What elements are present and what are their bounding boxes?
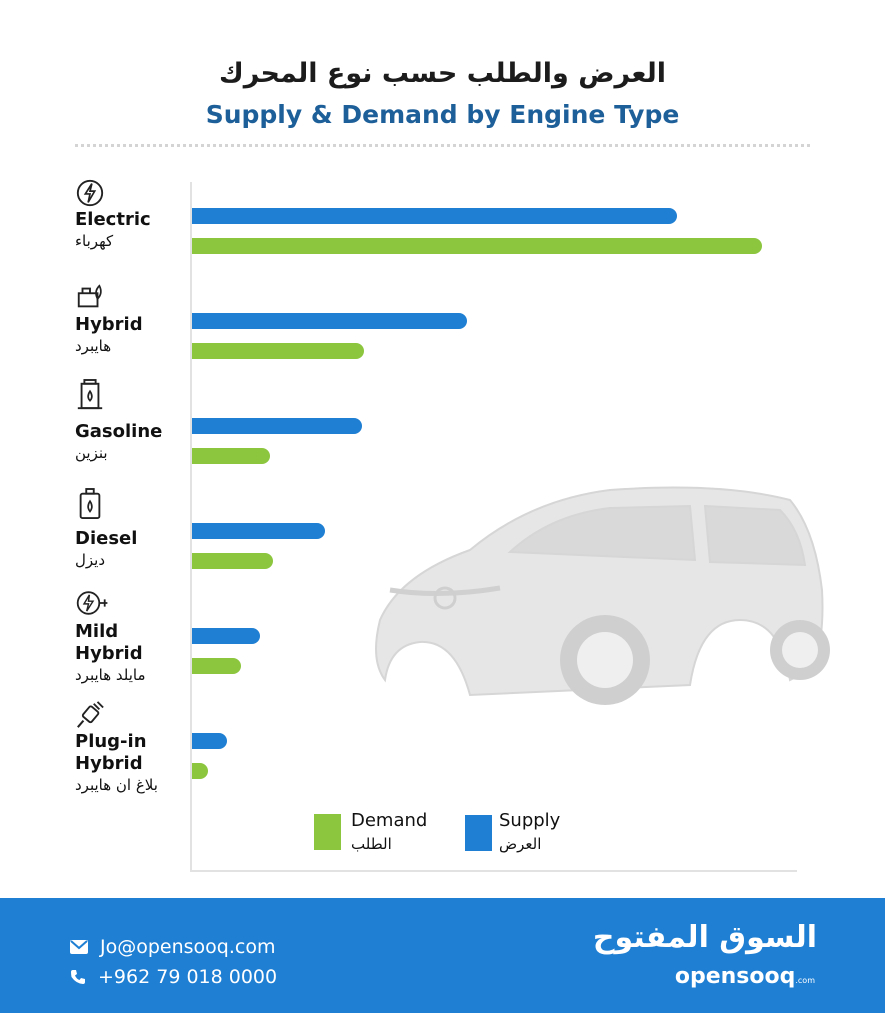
title-divider xyxy=(75,144,810,147)
category-label-ar: هايبرد xyxy=(75,337,112,355)
legend-supply-label-ar: العرض xyxy=(499,835,542,853)
category-label: Electric كهرباء xyxy=(75,209,151,251)
category-label-en: Mild Hybrid xyxy=(75,621,143,664)
supply-bar-plug-in-hybrid xyxy=(192,733,227,749)
demand-bar-gasoline xyxy=(192,448,270,464)
plug-icon xyxy=(75,700,105,732)
supply-bar-electric xyxy=(192,208,677,224)
demand-bar-electric xyxy=(192,238,762,254)
footer-email-text: Jo@opensooq.com xyxy=(100,936,276,958)
legend-demand-label: Demand xyxy=(351,810,428,831)
demand-bar-plug-in-hybrid xyxy=(192,763,208,779)
chart-title-english: Supply & Demand by Engine Type xyxy=(205,100,680,129)
chart-title-arabic: العرض والطلب حسب نوع المحرك xyxy=(219,58,666,89)
brand-suffix: .com xyxy=(795,976,815,985)
supply-bar-mild-hybrid xyxy=(192,628,260,644)
category-label: Mild Hybrid مايلد هايبرد xyxy=(75,621,146,685)
brand-logo-english: opensooq.com xyxy=(675,964,815,989)
category-label-ar: كهرباء xyxy=(75,232,114,250)
category-label-ar: بنزين xyxy=(75,444,108,462)
supply-bar-gasoline xyxy=(192,418,362,434)
phone-icon xyxy=(71,970,85,984)
footer-phone-text: +962 79 018 0000 xyxy=(98,966,278,988)
legend-supply-label: Supply xyxy=(499,810,561,831)
category-label-ar: بلاغ ان هايبرد xyxy=(75,776,158,794)
demand-bar-hybrid xyxy=(192,343,364,359)
brand-logo-arabic: السوق المفتوح xyxy=(592,920,817,955)
email-icon xyxy=(70,940,88,954)
footer-bar: Jo@opensooq.com +962 79 018 0000 السوق ا… xyxy=(0,898,885,1013)
category-label-ar: مايلد هايبرد xyxy=(75,666,146,684)
category-label: Plug-in Hybrid بلاغ ان هايبرد xyxy=(75,731,158,795)
demand-bar-diesel xyxy=(192,553,273,569)
brand-name: opensooq xyxy=(674,964,796,989)
footer-phone[interactable]: +962 79 018 0000 xyxy=(70,966,277,988)
footer-email[interactable]: Jo@opensooq.com xyxy=(70,936,275,958)
category-label: Hybrid هايبرد xyxy=(75,314,143,356)
hybrid-engine-icon xyxy=(75,282,105,314)
legend-demand-swatch xyxy=(314,814,341,850)
category-label: Diesel ديزل xyxy=(75,528,137,570)
y-axis-line xyxy=(190,182,192,872)
gas-pump-icon xyxy=(75,378,105,410)
category-label-en: Diesel xyxy=(75,528,138,549)
legend-supply-swatch xyxy=(465,815,492,851)
category-label-en: Electric xyxy=(75,209,151,230)
category-label: Gasoline بنزين xyxy=(75,421,162,463)
car-illustration xyxy=(375,486,830,705)
electric-bolt-icon xyxy=(75,178,105,210)
category-label-ar: ديزل xyxy=(75,551,106,569)
supply-bar-diesel xyxy=(192,523,325,539)
category-label-en: Gasoline xyxy=(75,421,163,442)
diesel-canister-icon xyxy=(75,487,105,519)
category-label-en: Plug-in Hybrid xyxy=(75,731,147,774)
x-axis-line xyxy=(190,870,797,872)
demand-bar-mild-hybrid xyxy=(192,658,241,674)
supply-bar-hybrid xyxy=(192,313,467,329)
legend-demand-label-ar: الطلب xyxy=(351,835,392,853)
mild-hybrid-plug-icon xyxy=(75,588,108,620)
category-label-en: Hybrid xyxy=(75,314,143,335)
